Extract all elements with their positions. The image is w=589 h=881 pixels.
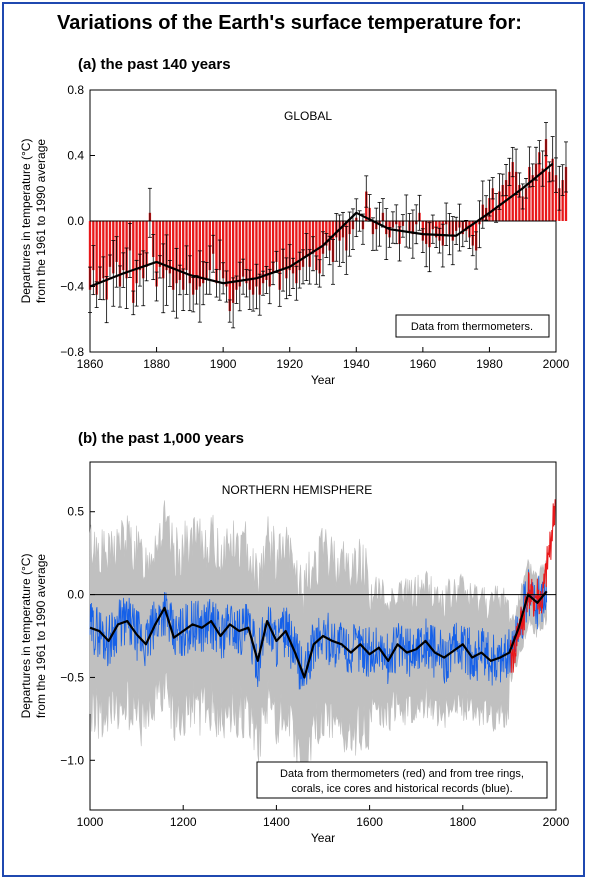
- panel-b-note-line: Data from thermometers (red) and from tr…: [280, 768, 524, 780]
- y-tick-label: 0.5: [67, 505, 84, 519]
- y-tick-label: 0.0: [67, 214, 84, 228]
- x-tick-label: 1200: [170, 815, 197, 829]
- x-tick-label: 1000: [77, 815, 104, 829]
- panel-b-region-label: NORTHERN HEMISPHERE: [222, 483, 372, 497]
- panel-b-y-axis-label: Departures in temperature (°C): [19, 554, 33, 719]
- y-tick-label: −0.4: [60, 280, 84, 294]
- panel-a-region-label: GLOBAL: [284, 109, 332, 123]
- x-tick-label: 2000: [543, 357, 570, 371]
- x-tick-label: 1800: [449, 815, 476, 829]
- x-tick-label: 1400: [263, 815, 290, 829]
- panel-b-y-axis-label: from the 1961 to 1990 average: [34, 554, 48, 718]
- y-tick-label: 0.8: [67, 83, 84, 97]
- y-tick-label: 0.0: [67, 588, 84, 602]
- x-tick-label: 1960: [410, 357, 437, 371]
- panel-a-y-axis-label: from the 1961 to 1990 average: [34, 139, 48, 303]
- x-tick-label: 1920: [276, 357, 303, 371]
- x-tick-label: 1860: [77, 357, 104, 371]
- y-tick-label: 0.4: [67, 149, 84, 163]
- x-tick-label: 1900: [210, 357, 237, 371]
- y-tick-label: −1.0: [60, 753, 84, 767]
- y-tick-label: −0.5: [60, 670, 84, 684]
- panel-a-note: Data from thermometers.: [411, 321, 533, 333]
- x-tick-label: 1980: [476, 357, 503, 371]
- x-tick-label: 2000: [543, 815, 570, 829]
- y-tick-label: −0.8: [60, 345, 84, 359]
- x-tick-label: 1940: [343, 357, 370, 371]
- panel-b-x-axis-label: Year: [311, 831, 335, 845]
- annual-bar: [229, 221, 231, 311]
- panel-b-note-line: corals, ice cores and historical records…: [291, 783, 512, 795]
- annual-bar: [132, 221, 134, 303]
- x-tick-label: 1600: [356, 815, 383, 829]
- panel-a-x-axis-label: Year: [311, 373, 335, 387]
- panel-a-y-axis-label: Departures in temperature (°C): [19, 139, 33, 304]
- x-tick-label: 1880: [143, 357, 170, 371]
